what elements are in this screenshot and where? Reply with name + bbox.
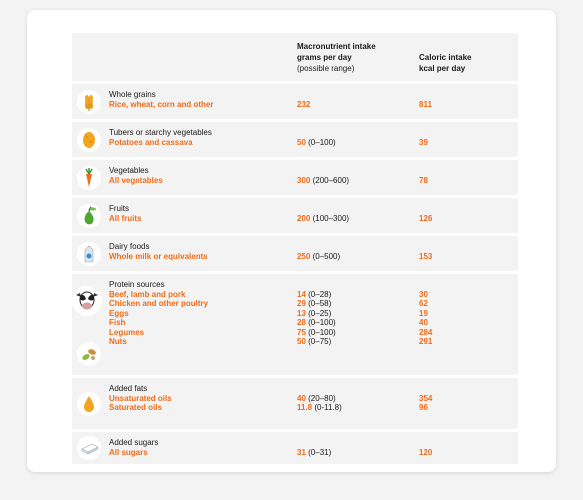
pear-icon [77,203,101,228]
food-item-label: All sugars [109,447,148,457]
kcal-value: 19 [419,308,428,318]
food-item-label: All fruits [109,213,142,223]
kcal-value: 354 [419,393,433,403]
grams-value: 40 (20–80) [297,393,336,403]
food-item-label: Nuts [109,337,127,346]
grams-value: 11.8 (0-11.8) [297,403,342,412]
sugar-cube-icon [77,436,101,460]
grams-value: 14 (0–28) [297,289,332,299]
kcal-value: 96 [419,403,428,412]
category-label: Vegetables [109,166,149,175]
grams-value: 28 (0–100) [297,318,336,327]
wheat-icon [77,89,101,114]
category-label: Added fats [109,384,148,393]
grams-value: 13 (0–25) [297,308,332,318]
table-row: Dairy foods Whole milk or equivalents 250 … [72,236,518,271]
category-label: Protein sources [109,280,165,289]
potato-icon [77,127,101,152]
kcal-value: 811 [419,99,432,109]
food-item-label: Beef, lamb and pork [109,289,186,299]
food-item-label: Saturated oils [109,403,162,412]
table-row: Fruits All fruits 200 (100–300) 126 [72,198,518,233]
kcal-value: 39 [419,137,428,147]
diet-table: Macronutrient intake grams per day (poss… [72,33,518,464]
table-row: Added sugars All sugars 31 (0–31) 120 [72,432,518,464]
kcal-value: 153 [419,251,433,261]
kcal-value: 40 [419,318,428,327]
kcal-value: 126 [419,213,433,223]
table-row: Protein sources Beef, lamb and pork Chicke… [72,274,518,375]
category-label: Whole grains [109,90,156,99]
food-item-label: Potatoes and cassava [109,137,193,147]
grams-value: 232 [297,99,311,109]
cow-icon [72,286,102,316]
carrot-icon [77,165,101,190]
milk-carton-icon [77,241,101,266]
grams-value: 29 (0–58) [297,299,332,308]
table-header: Macronutrient intake grams per day (poss… [72,33,518,81]
table-row: Vegetables All vegetables 300 (200–600) 78 [72,160,518,195]
food-item-label: Legumes [109,327,145,337]
food-item-label: Whole milk or equivalents [109,251,208,261]
category-label: Tubers or starchy vegetables [109,128,212,137]
table-row: Tubers or starchy vegetables Potatoes and… [72,122,518,157]
category-label: Added sugars [109,438,159,447]
grams-value: 200 (100–300) [297,213,350,223]
legumes-icon [77,342,101,366]
table-row: Added fats Unsaturated oils Saturated oils… [72,378,518,429]
grams-value: 50 (0–100) [297,137,336,147]
oil-drop-icon [77,391,101,416]
category-label: Dairy foods [109,242,150,251]
header-caloric: Caloric intake kcal per day [419,53,472,73]
kcal-value: 120 [419,447,433,457]
grams-value: 31 (0–31) [297,447,332,457]
food-item-label: Chicken and other poultry [109,299,209,308]
header-macronutrient: Macronutrient intake grams per day (poss… [297,42,376,73]
food-item-label: Fish [109,318,126,327]
grams-value: 300 (200–600) [297,175,350,185]
grams-value: 50 (0–75) [297,337,332,346]
grams-value: 250 (0–500) [297,251,341,261]
grams-value: 75 (0–100) [297,327,336,337]
food-item-label: Eggs [109,308,129,318]
kcal-value: 62 [419,299,428,308]
kcal-value: 291 [419,337,433,346]
food-item-label: All vegetables [109,175,163,185]
kcal-value: 78 [419,175,428,185]
food-item-label: Unsaturated oils [109,393,172,403]
table-row: Whole grains Rice, wheat, corn and other 2… [72,84,518,119]
category-label: Fruits [109,204,129,213]
kcal-value: 30 [419,289,428,299]
food-item-label: Rice, wheat, corn and other [109,99,214,109]
kcal-value: 284 [419,327,433,337]
